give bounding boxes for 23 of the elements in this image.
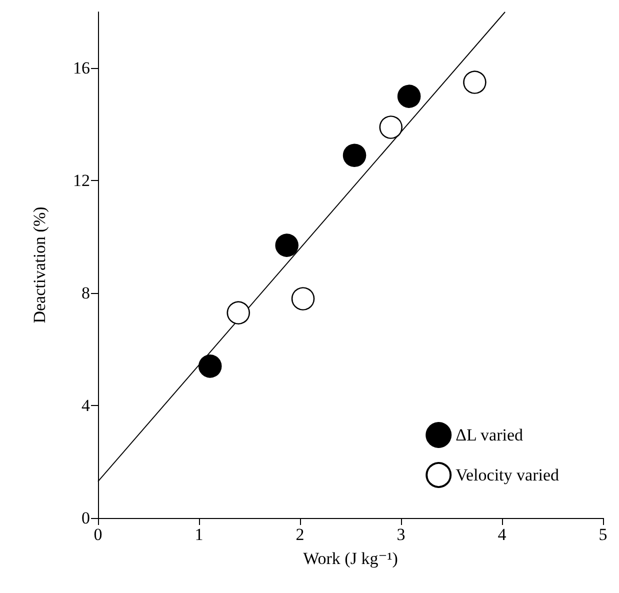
x-tick-label: 0 bbox=[94, 525, 102, 544]
point bbox=[379, 116, 403, 139]
point bbox=[291, 287, 315, 310]
point bbox=[275, 234, 299, 257]
point bbox=[397, 84, 421, 108]
point bbox=[463, 70, 486, 94]
y-axis-title: Deactivation (%) bbox=[30, 206, 49, 324]
y-tick-label: 4 bbox=[82, 396, 90, 416]
x-tick-label: 1 bbox=[194, 525, 204, 544]
y-tick-label: 16 bbox=[73, 58, 90, 78]
x-tick-label: 5 bbox=[598, 525, 608, 544]
x-tick-label: 3 bbox=[396, 525, 406, 544]
y-tick-label: 12 bbox=[73, 171, 90, 190]
y-tick-label: 0 bbox=[82, 508, 90, 528]
y-tick-label: 8 bbox=[82, 284, 90, 303]
x-tick-label: 4 bbox=[498, 525, 507, 544]
point bbox=[198, 354, 222, 378]
x-tick-label: 2 bbox=[296, 525, 304, 544]
x-axis-title: Work (J kg⁻¹) bbox=[303, 549, 398, 568]
point bbox=[342, 144, 366, 168]
legend-label: ΔL varied bbox=[456, 426, 524, 444]
legend-label: Velocity varied bbox=[456, 466, 560, 484]
point bbox=[226, 301, 250, 324]
